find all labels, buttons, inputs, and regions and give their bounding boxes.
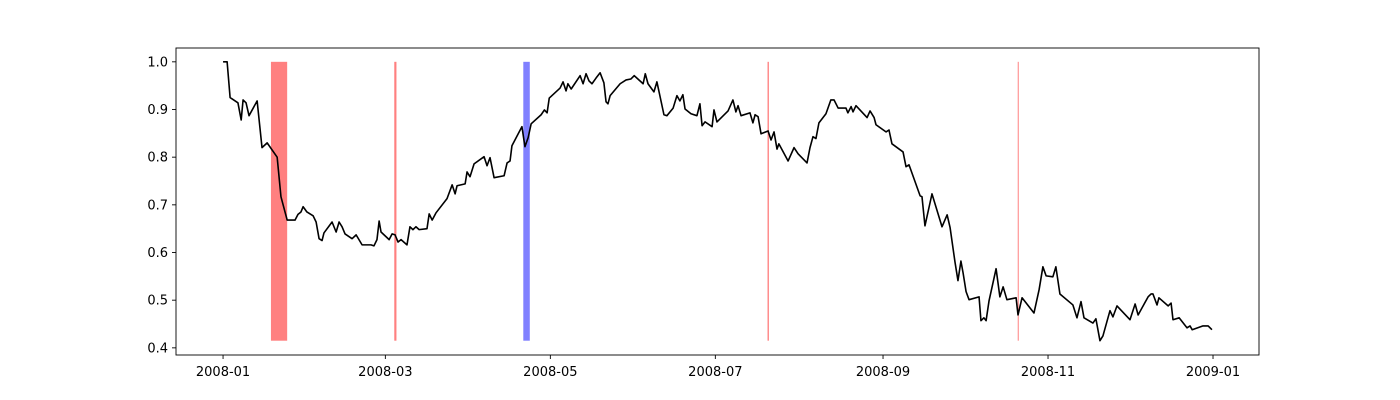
x-tick-label: 2008-09 (856, 365, 910, 380)
x-tick-label: 2008-03 (358, 365, 412, 380)
y-tick-label: 1.0 (147, 55, 168, 70)
y-tick-label: 0.8 (147, 151, 168, 166)
y-tick-label: 0.7 (147, 198, 168, 213)
data-line (223, 61, 1213, 342)
highlight-span (270, 61, 288, 341)
y-tick-label: 0.9 (147, 103, 168, 118)
plot-frame (175, 47, 1260, 356)
x-tick-label: 2008-11 (1021, 365, 1075, 380)
y-tick-label: 0.5 (147, 294, 168, 309)
highlight-span (767, 61, 769, 341)
x-tick-label: 2008-05 (523, 365, 577, 380)
x-tick-label: 2008-01 (196, 365, 250, 380)
highlight-span (523, 61, 530, 341)
y-tick-label: 0.6 (147, 246, 168, 261)
x-tick-label: 2009-01 (1186, 365, 1240, 380)
highlight-span (394, 61, 397, 341)
highlight-span (1017, 61, 1019, 341)
x-tick-label: 2008-07 (688, 365, 742, 380)
y-tick-label: 0.4 (147, 341, 168, 356)
